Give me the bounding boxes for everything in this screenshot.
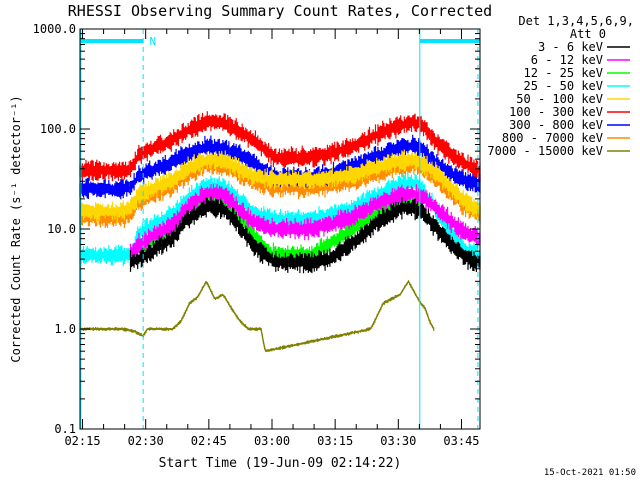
x-tick-label: 03:30 [380, 434, 416, 448]
legend-label: 300 - 800 keV [509, 118, 603, 132]
series-layer [79, 111, 481, 352]
series-band [79, 280, 435, 352]
y-tick-label: 10.0 [47, 222, 76, 236]
chart-title: RHESSI Observing Summary Count Rates, Co… [68, 2, 492, 20]
x-tick-label: 03:15 [317, 434, 353, 448]
legend-label: 7000 - 15000 keV [487, 144, 603, 158]
legend-label: 100 - 300 keV [509, 105, 603, 119]
x-tick-label: 03:45 [443, 434, 479, 448]
series-line [80, 182, 481, 258]
x-tick-label: 02:30 [128, 434, 164, 448]
y-axis: 0.1 1.0 10.0 100.0 1000.0 [33, 22, 480, 436]
series-line [130, 206, 481, 264]
y-axis-label: Corrected Count Rate (s⁻¹ detector⁻¹) [9, 95, 23, 362]
legend-label: 25 - 50 keV [524, 79, 603, 93]
y-tick-label: 100.0 [40, 122, 76, 136]
series-6 [79, 111, 481, 182]
legend-header-attenuator: Att 0 [570, 27, 606, 41]
legend-label: 12 - 25 keV [524, 66, 603, 80]
series-1 [129, 196, 481, 274]
series-line [80, 159, 481, 213]
series-9 [79, 280, 435, 352]
footer-timestamp: 15-Oct-2021 01:50 [544, 468, 636, 478]
legend-header-detectors: Det 1,3,4,5,6,9, [518, 14, 634, 28]
legend-label: 50 - 100 keV [516, 92, 603, 106]
x-axis-label: Start Time (19-Jun-09 02:14:22) [159, 456, 402, 471]
legend-label: 3 - 6 keV [538, 40, 603, 54]
night-annotation: N [149, 35, 156, 48]
x-tick-label: 03:00 [254, 434, 290, 448]
y-tick-label: 1.0 [54, 322, 76, 336]
x-tick-label: 02:15 [64, 434, 100, 448]
series-line [80, 121, 481, 172]
series-line [80, 280, 435, 352]
y-tick-label: 1000.0 [33, 22, 76, 36]
overlay-layer: N [80, 29, 480, 429]
legend-label: 6 - 12 keV [531, 53, 603, 67]
legend-label: 800 - 7000 keV [502, 131, 603, 145]
x-axis: 02:15 02:30 02:45 03:00 03:15 03:30 03:45 [64, 29, 480, 448]
x-tick-label: 02:45 [191, 434, 227, 448]
y-tick-label: 0.1 [54, 422, 76, 436]
series-line [129, 192, 481, 256]
